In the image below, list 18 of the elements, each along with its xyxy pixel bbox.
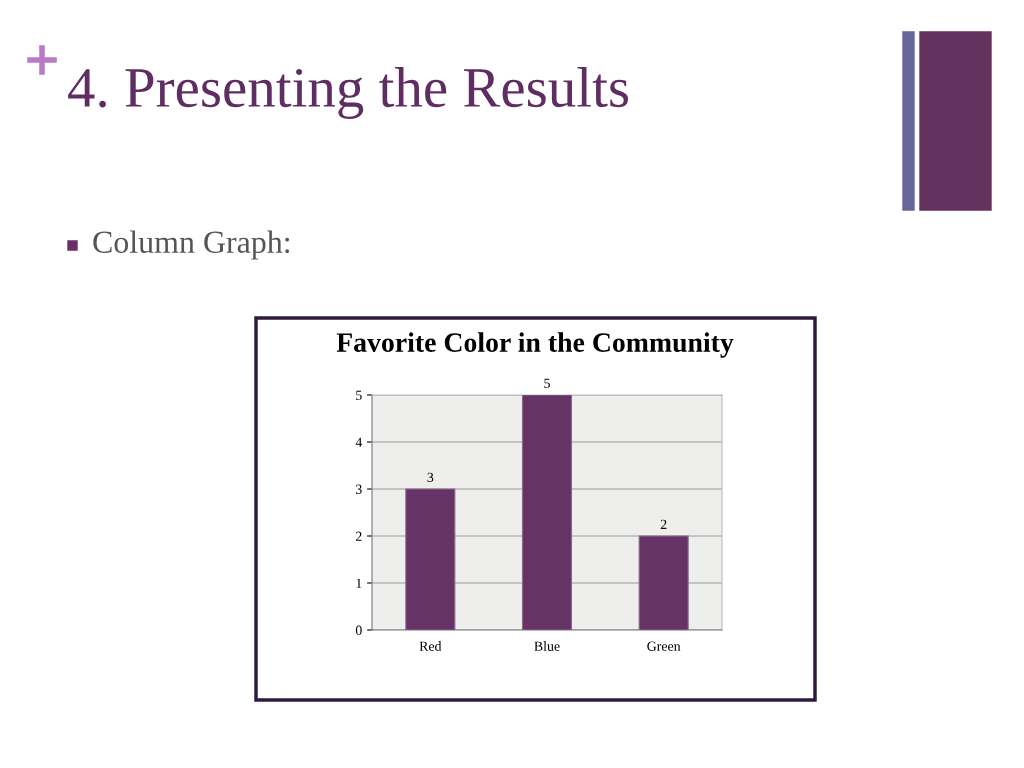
y-tick-label: 2 [355, 531, 362, 541]
y-tick-label: 5 [356, 390, 362, 400]
data-label: 3 [427, 472, 434, 483]
text: 4. Presenting the Results [68, 67, 629, 119]
x-tick-label: Blue [534, 641, 560, 651]
data-label: 5 [544, 378, 550, 389]
y-tick-label: 0 [355, 625, 362, 635]
bar [405, 488, 456, 630]
bar [521, 395, 573, 630]
y-tick-label: 1 [356, 578, 362, 588]
chart-title: Favorite Color in the Community [336, 332, 734, 358]
text: Column Graph: [93, 230, 290, 260]
y-tick-label: 4 [355, 437, 363, 447]
y-tick-label: 3 [356, 484, 362, 494]
x-tick-label: Red [419, 641, 442, 651]
x-tick-label: Green [647, 641, 681, 651]
data-label: 2 [660, 519, 667, 529]
bar [638, 535, 689, 630]
